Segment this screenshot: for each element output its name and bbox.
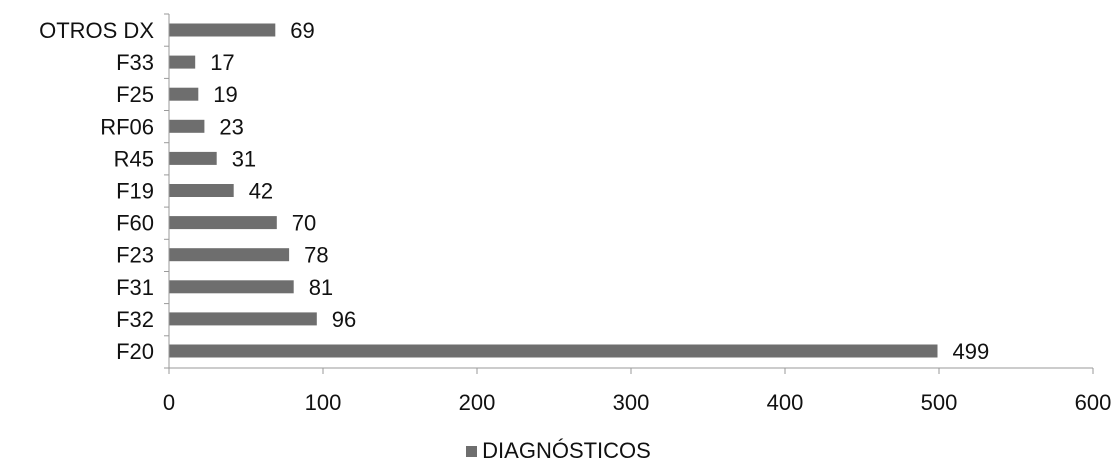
data-label: 69 [290,18,314,43]
bar-f32 [169,312,317,326]
category-label: F32 [116,307,154,332]
data-label: 42 [249,179,273,204]
x-tick-label: 300 [613,390,650,415]
category-label: F31 [116,275,154,300]
legend-label: DIAGNÓSTICOS [482,438,651,463]
x-tick-label: 0 [163,390,175,415]
legend-swatch [466,445,478,457]
category-label: F33 [116,50,154,75]
x-tick-label: 100 [305,390,342,415]
data-label: 23 [219,114,243,139]
bar-otros-dx [169,23,276,37]
bar-f33 [169,55,196,69]
bar-f25 [169,87,199,101]
data-label: 31 [232,146,256,171]
bar-f20 [169,344,938,358]
bar-f19 [169,184,234,197]
chart-canvas: F20 499 F32 96 F31 81 F23 78 F60 70 F19 42 R45 31 RF06… [39,13,1111,415]
data-label: 78 [304,243,328,268]
category-label: RF06 [100,114,154,139]
bar-r45 [169,151,217,165]
labels-layer: F20 499 F32 96 F31 81 F23 78 F60 70 F19 42 R45 31 RF06… [39,18,1111,415]
category-label: F60 [116,211,154,236]
bar-f23 [169,248,290,262]
x-tick-label: 500 [921,390,958,415]
bar-f60 [169,216,277,230]
data-label: 96 [332,307,356,332]
axes [164,13,1094,374]
category-label: F19 [116,179,154,204]
x-tick-label: 600 [1075,390,1112,415]
data-label: 499 [953,339,990,364]
bar-rf06 [169,119,205,133]
legend: DIAGNÓSTICOS [0,438,1117,464]
category-label: F23 [116,243,154,268]
category-label: F20 [116,339,154,364]
category-label: R45 [114,146,154,171]
data-label: 17 [210,50,234,75]
data-label: 19 [213,82,237,107]
x-tick-label: 400 [767,390,804,415]
category-label: F25 [116,82,154,107]
data-label: 70 [292,211,316,236]
category-label: OTROS DX [39,18,154,43]
data-label: 81 [309,275,333,300]
bar-f31 [169,280,294,294]
bars-layer [169,23,938,358]
x-tick-label: 200 [459,390,496,415]
